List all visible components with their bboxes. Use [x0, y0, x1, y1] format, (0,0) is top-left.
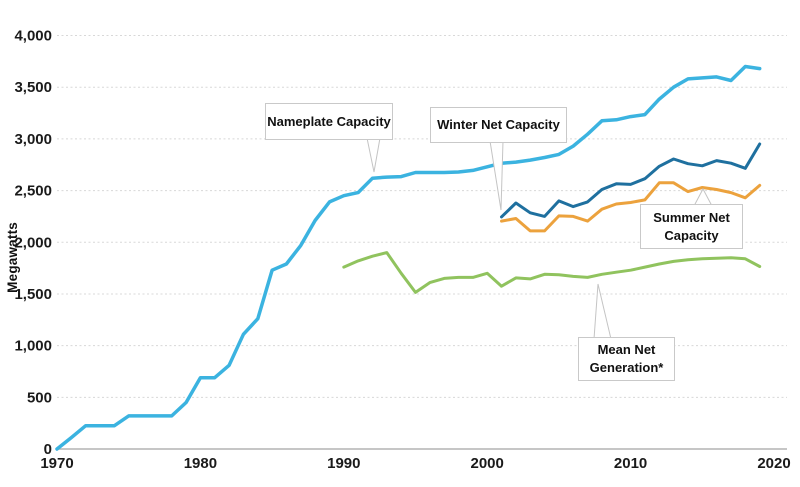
winter-net-capacity-line — [500, 142, 762, 219]
callout-summer-net-capacity: Summer Net Capacity — [640, 204, 743, 249]
summer-net-capacity-line — [500, 181, 762, 233]
mean-net-generation-line — [342, 251, 762, 294]
callout-pointer-winter — [489, 140, 504, 211]
x-tick-label: 1970 — [40, 455, 73, 472]
y-axis-title: Megawatts — [5, 222, 20, 293]
y-tick-label: 3,000 — [14, 131, 52, 148]
y-tick-label: 1,500 — [14, 286, 52, 303]
y-tick-label: 0 — [44, 441, 52, 458]
x-tick-label: 2010 — [614, 455, 647, 472]
y-tick-label: 1,000 — [14, 338, 52, 355]
x-tick-label: 2000 — [471, 455, 504, 472]
y-tick-label: 3,500 — [14, 79, 52, 96]
nameplate-capacity-line — [55, 64, 762, 451]
callout-mean-net-generation: Mean Net Generation* — [578, 337, 675, 381]
y-tick-label: 2,000 — [14, 234, 52, 251]
callout-winter-net-capacity: Winter Net Capacity — [430, 107, 567, 143]
callout-pointer-mean — [593, 283, 612, 340]
y-tick-label: 4,000 — [14, 28, 52, 45]
y-tick-label: 2,500 — [14, 183, 52, 200]
x-tick-label: 1980 — [184, 455, 217, 472]
callout-nameplate-capacity: Nameplate Capacity — [265, 103, 393, 140]
x-tick-label: 1990 — [327, 455, 360, 472]
y-tick-label: 500 — [27, 389, 52, 406]
x-tick-label: 2020 — [757, 455, 790, 472]
callout-pointer-nameplate — [366, 137, 381, 173]
